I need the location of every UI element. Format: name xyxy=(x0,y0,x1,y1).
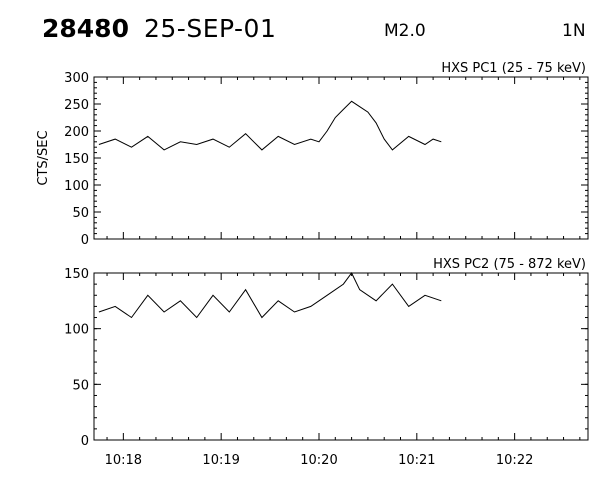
y-tick-label: 300 xyxy=(64,71,89,86)
plot-frame xyxy=(93,76,589,240)
event-date: 25-SEP-01 xyxy=(144,14,277,43)
x-tick-label: 10:20 xyxy=(300,453,337,468)
y-tick-label: 50 xyxy=(72,206,89,221)
panel-pc1: 0 50 100 150 200 250 300 HXS PC1 (25 - 75 keV) C… xyxy=(36,61,589,248)
x-tick-label: 10:18 xyxy=(105,453,142,468)
panel-title: HXS PC1 (25 - 75 keV) xyxy=(441,61,586,76)
y-tick-label: 0 xyxy=(81,434,89,449)
y-tick-label: 100 xyxy=(64,323,89,338)
y-axis-label: CTS/SEC xyxy=(36,130,51,185)
y-tick-label: 0 xyxy=(81,233,89,248)
y-tick-label: 150 xyxy=(64,152,89,167)
flare-flag: 1N xyxy=(562,21,586,41)
panel-pc2: 0 50 100 150 10:18 10:19 10:20 10:21 10:22 HXS PC… xyxy=(64,257,589,468)
series-line xyxy=(98,100,442,151)
x-tick-label: 10:19 xyxy=(202,453,239,468)
x-tick-label: 10:21 xyxy=(398,453,435,468)
series-line xyxy=(98,272,442,319)
panel-title: HXS PC2 (75 - 872 keV) xyxy=(433,257,586,272)
y-tick-label: 200 xyxy=(64,125,89,140)
flare-class: M2.0 xyxy=(384,21,426,41)
x-tick-label: 10:22 xyxy=(496,453,533,468)
y-tick-label: 150 xyxy=(64,267,89,282)
y-tick-label: 100 xyxy=(64,179,89,194)
y-tick-label: 250 xyxy=(64,98,89,113)
y-tick-label: 50 xyxy=(72,378,89,393)
event-id: 28480 xyxy=(42,14,129,43)
plot-frame xyxy=(93,272,589,441)
